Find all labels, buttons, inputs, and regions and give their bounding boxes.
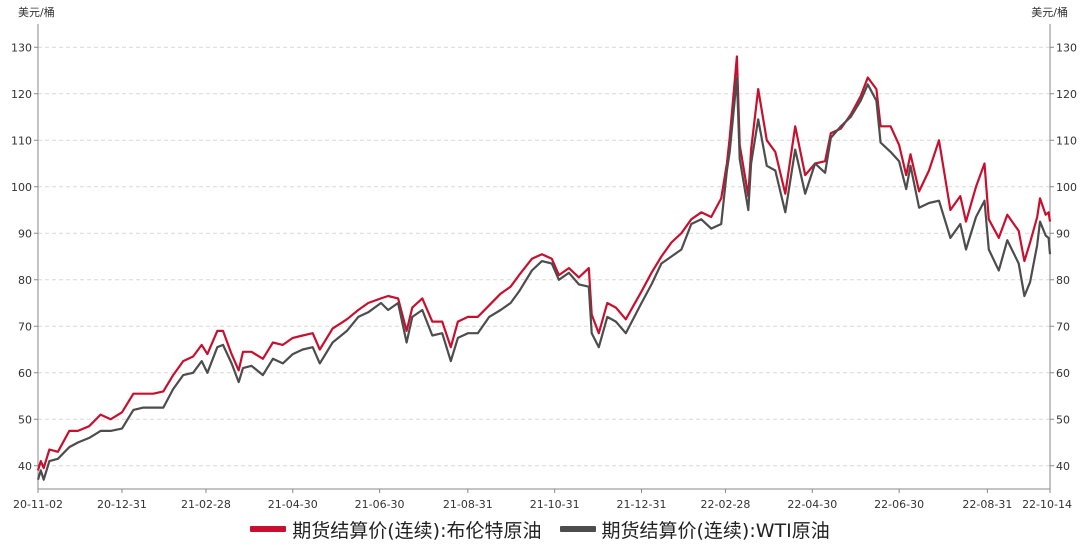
x-tick-label: 22-04-30: [787, 498, 837, 511]
y-tick-label-right: 90: [1056, 227, 1070, 240]
y-tick-label-left: 120: [11, 88, 32, 101]
y-tick-label-right: 130: [1056, 41, 1077, 54]
x-tick-label: 21-10-31: [530, 498, 580, 511]
x-tick-label: 21-02-28: [181, 498, 231, 511]
y-tick-label-right: 80: [1056, 274, 1070, 287]
x-tick-label: 22-06-30: [874, 498, 924, 511]
left-axis-unit: 美元/桶: [18, 5, 55, 19]
y-tick-label-right: 110: [1056, 134, 1077, 147]
x-tick-label: 22-08-31: [962, 498, 1012, 511]
y-tick-label-right: 100: [1056, 181, 1077, 194]
y-tick-label-left: 50: [18, 413, 32, 426]
legend-label-wti: 期货结算价(连续):WTI原油: [601, 519, 830, 542]
legend-swatch-wti: [559, 526, 596, 532]
y-tick-label-left: 70: [18, 320, 32, 333]
y-tick-label-left: 40: [18, 460, 32, 473]
x-tick-label: 20-11-02: [13, 498, 63, 511]
x-tick-label: 21-04-30: [268, 498, 318, 511]
series-lines: [36, 55, 1052, 481]
x-tick-label: 22-02-28: [701, 498, 751, 511]
right-axis-unit: 美元/桶: [1031, 5, 1068, 19]
y-tick-label-left: 60: [18, 367, 32, 380]
y-tick-label-right: 120: [1056, 88, 1077, 101]
series-line-wti: [36, 76, 1052, 481]
y-tick-label-right: 60: [1056, 367, 1070, 380]
y-tick-label-left: 80: [18, 274, 32, 287]
x-tick-label: 21-08-31: [443, 498, 493, 511]
legend-label-brent: 期货结算价(连续):布伦特原油: [292, 519, 542, 542]
y-tick-label-left: 90: [18, 227, 32, 240]
legend-swatch-brent: [250, 526, 287, 532]
gridlines: [38, 46, 1050, 467]
y-tick-label-left: 110: [11, 134, 32, 147]
legend-item-wti: 期货结算价(连续):WTI原油: [559, 516, 830, 543]
x-tick-label: 21-06-30: [355, 498, 405, 511]
y-tick-label-left: 100: [11, 181, 32, 194]
legend: 期货结算价(连续):布伦特原油 期货结算价(连续):WTI原油: [0, 516, 1080, 542]
line-chart: 40 40 50 50 60 60 70 70 80 80 90 90 100 100 110 110 120 1…: [11, 5, 1077, 511]
legend-item-brent: 期货结算价(连续):布伦特原油: [250, 516, 542, 543]
y-tick-label-right: 70: [1056, 320, 1070, 333]
x-tick-label: 20-12-31: [97, 498, 147, 511]
series-line-brent: [36, 55, 1052, 471]
axes: 40 40 50 50 60 60 70 70 80 80 90 90 100 100 110 110 120 1…: [11, 24, 1077, 511]
y-tick-label-right: 50: [1056, 413, 1070, 426]
x-tick-label: 21-12-31: [617, 498, 667, 511]
y-tick-label-left: 130: [11, 41, 32, 54]
x-tick-label: 22-10-14: [1022, 498, 1072, 511]
y-tick-label-right: 40: [1056, 460, 1070, 473]
